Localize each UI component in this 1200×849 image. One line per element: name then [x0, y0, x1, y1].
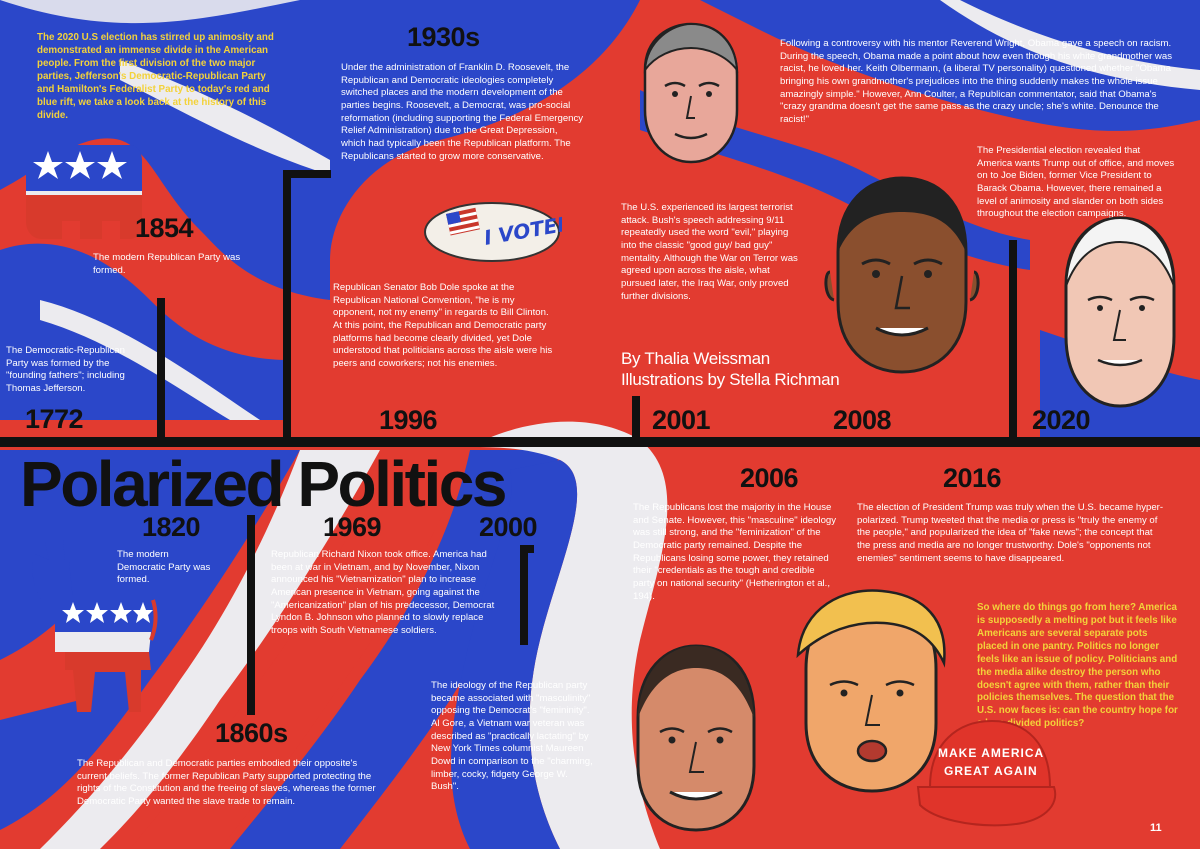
marker-1854 [157, 298, 165, 440]
year-2000: 2000 [479, 512, 538, 542]
intro-paragraph: The 2020 U.S election has stirred up ani… [37, 32, 274, 121]
text-1820: The modern Democratic Party was formed. [117, 549, 211, 586]
text-1969: Republican Richard Nixon took office. Am… [271, 549, 495, 636]
marker-2000-top [520, 545, 534, 553]
hat-line-2: GREAT AGAIN [944, 764, 1038, 778]
biden-portrait [1064, 216, 1176, 408]
page-number: 11 [1150, 822, 1162, 834]
illustrator-byline: Illustrations by Stella Richman [621, 370, 840, 390]
hat-line-1: MAKE AMERICA [938, 746, 1044, 760]
text-2001: The U.S. experienced its largest terrori… [621, 202, 798, 302]
text-1930s: Under the administration of Franklin D. … [341, 62, 584, 162]
text-1854: The modern Republican Party was formed. [93, 252, 241, 276]
year-1772: 1772 [25, 404, 84, 434]
text-2008: Following a controversy with his mentor … [780, 38, 1172, 125]
year-2016: 2016 [943, 463, 1002, 493]
marker-2020 [1009, 240, 1017, 440]
text-2020: The Presidential election revealed that … [977, 145, 1175, 220]
year-1820: 1820 [142, 512, 201, 542]
page-title: Polarized Politics [20, 448, 507, 520]
timeline-axis [0, 437, 1200, 447]
year-1860s: 1860s [215, 718, 288, 748]
marker-1860s [247, 515, 255, 715]
year-1930s: 1930s [407, 22, 480, 52]
obama-portrait [824, 176, 980, 374]
democratic-donkey-icon [32, 540, 158, 712]
text-1996: Republican Senator Bob Dole spoke at the… [333, 282, 553, 369]
year-2008: 2008 [833, 405, 892, 435]
marker-1930s [283, 170, 291, 440]
text-2006: The Republicans lost the majority in the… [633, 502, 837, 602]
maga-hat: MAKE AMERICA GREAT AGAIN [916, 719, 1057, 827]
text-2016: The election of President Trump was trul… [857, 502, 1164, 564]
trump-portrait [796, 589, 946, 793]
conclusion-paragraph: So where do things go from here? America… [977, 602, 1178, 730]
i-voted-sticker: I VOTED [424, 202, 562, 262]
year-2020: 2020 [1032, 405, 1091, 435]
marker-2001 [632, 396, 640, 440]
marker-1930s-top [283, 170, 331, 178]
text-2000: The ideology of the Republican party bec… [431, 680, 593, 793]
bush-portrait [643, 22, 739, 164]
text-1772: The Democratic-Republican Party was form… [6, 345, 125, 394]
marker-2000 [520, 545, 528, 645]
year-2006: 2006 [740, 463, 799, 493]
text-1860s: The Republican and Democratic parties em… [77, 758, 376, 807]
year-1969: 1969 [323, 512, 382, 542]
year-2001: 2001 [652, 405, 711, 435]
republican-elephant-icon [26, 145, 142, 239]
year-1854: 1854 [135, 213, 194, 243]
year-1996: 1996 [379, 405, 438, 435]
byline-block: By Thalia Weissman Illustrations by Stel… [621, 348, 840, 391]
author-byline: By Thalia Weissman [621, 349, 770, 368]
gore-portrait [636, 644, 756, 832]
